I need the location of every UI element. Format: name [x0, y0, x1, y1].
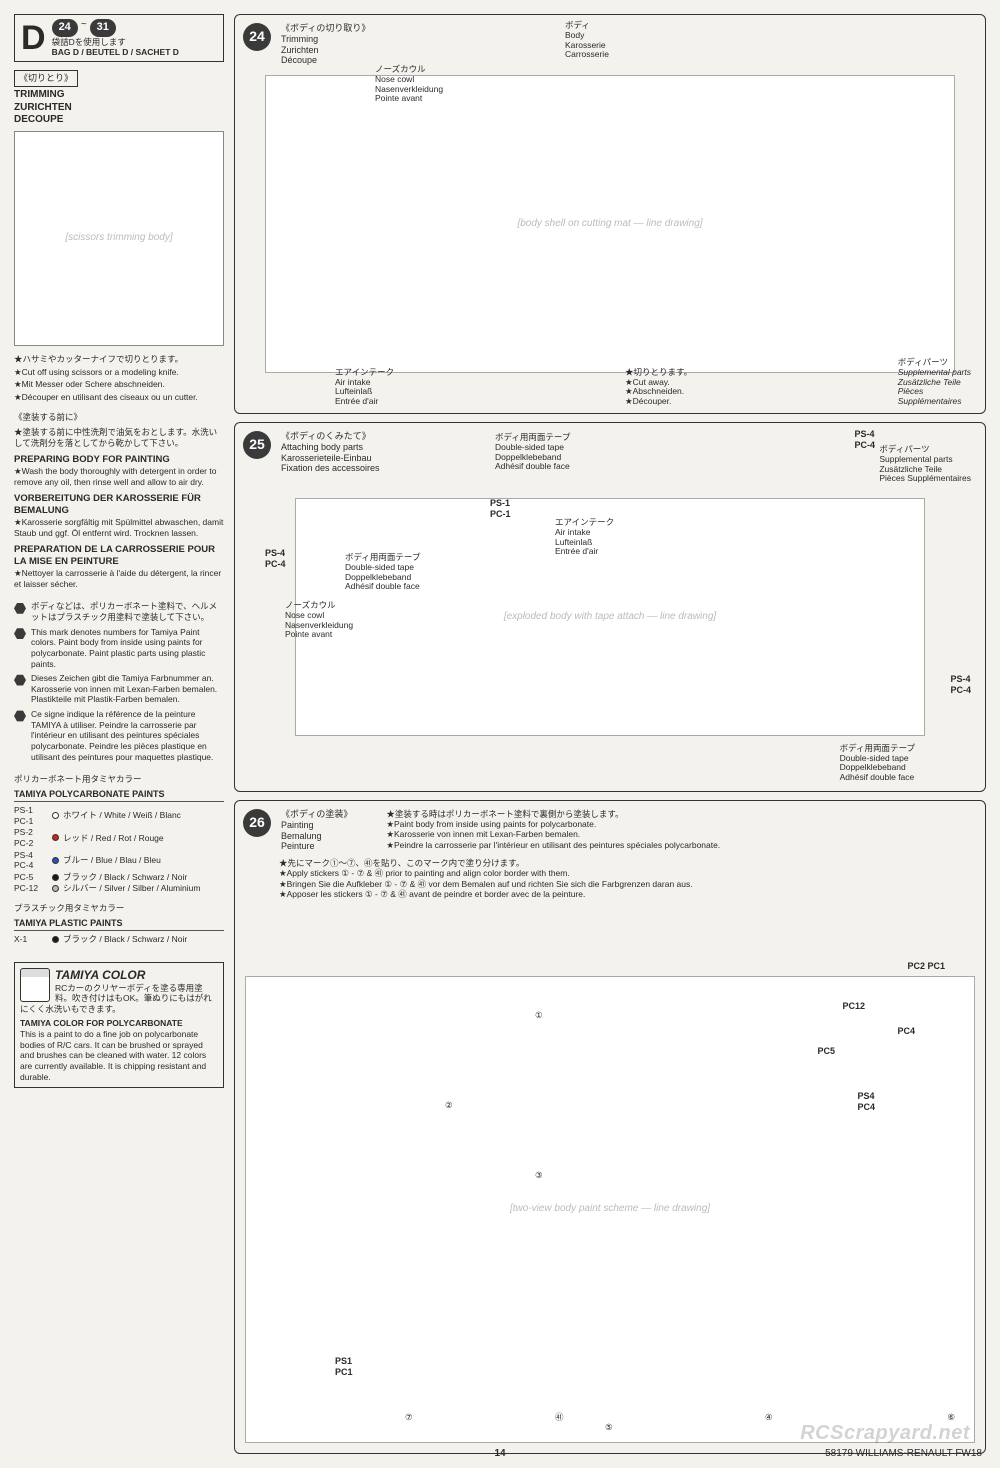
bag-header: D 24 ~ 31 袋詰Dを使用します BAG D / BEUTEL D / S…	[14, 14, 224, 62]
tamiya-color-box: TAMIYA COLOR RCカーのクリヤーボディを塗る専用塗料。吹き付けはもO…	[14, 962, 224, 1089]
hex-notes: ボディなどは、ポリカーボネート塗料で、ヘルメットはプラスチック用塗料で塗装して下…	[14, 601, 224, 766]
step-26-illustration: [two-view body paint scheme — line drawi…	[245, 976, 975, 1443]
paint-row: PS-1 PC-1ホワイト / White / Weiß / Blanc	[14, 805, 224, 826]
trim-notes: ★ハサミやカッターナイフで切りとります。 ★Cut off using scis…	[14, 354, 224, 405]
step-number-25: 25	[243, 431, 271, 459]
step-to-pill: 31	[90, 19, 116, 37]
paints-plastic: プラスチック用タミヤカラー TAMIYA PLASTIC PAINTS X-1ブ…	[14, 903, 224, 946]
paint-row: PC-5ブラック / Black / Schwarz / Noir	[14, 872, 224, 883]
hex-icon	[14, 628, 26, 640]
hex-icon	[14, 674, 26, 686]
paint-jar-icon	[20, 968, 50, 1002]
step-25-panel: 25 《ボディのくみたて》 Attaching body parts Karos…	[234, 422, 986, 792]
paint-row: PC-12シルバー / Silver / Silber / Aluminium	[14, 883, 224, 894]
footer-id: 58179 WILLIAMS-RENAULT FW18	[825, 1448, 982, 1461]
step-24-illustration: [body shell on cutting mat — line drawin…	[265, 75, 955, 373]
paint-row: PS-4 PC-4ブルー / Blue / Blau / Bleu	[14, 850, 224, 871]
prep-section: 《塗装する前に》 ★塗装する前に中性洗剤で油気をおとします。水洗いして洗剤分を落…	[14, 412, 224, 593]
trim-section: 《切りとり》 TRIMMING ZURICHTEN DECOUPE [sciss…	[14, 70, 224, 346]
trim-label-jp: 《切りとり》	[14, 70, 78, 87]
step-26-panel: 26 《ボディの塗装》 Painting Bemalung Peinture ★…	[234, 800, 986, 1454]
step-number-24: 24	[243, 23, 271, 51]
paints-poly: ポリカーボネート用タミヤカラー TAMIYA POLYCARBONATE PAI…	[14, 774, 224, 895]
step-24-panel: 24 《ボディの切り取り》 Trimming Zurichten Découpe…	[234, 14, 986, 414]
trim-title: TRIMMING ZURICHTEN DECOUPE	[14, 89, 224, 127]
bag-note-ml: BAG D / BEUTEL D / SACHET D	[52, 47, 179, 57]
paint-row: X-1ブラック / Black / Schwarz / Noir	[14, 934, 224, 945]
hex-icon	[14, 602, 26, 614]
bag-letter: D	[21, 21, 46, 55]
watermark: RCScrapyard.net	[800, 1421, 970, 1446]
paint-row: PS-2 PC-2レッド / Red / Rot / Rouge	[14, 827, 224, 848]
hex-icon	[14, 710, 26, 722]
step-from-pill: 24	[52, 19, 78, 37]
step-number-26: 26	[243, 809, 271, 837]
bag-note-jp: 袋詰Dを使用します	[52, 37, 179, 47]
trim-illustration: [scissors trimming body]	[14, 131, 224, 346]
